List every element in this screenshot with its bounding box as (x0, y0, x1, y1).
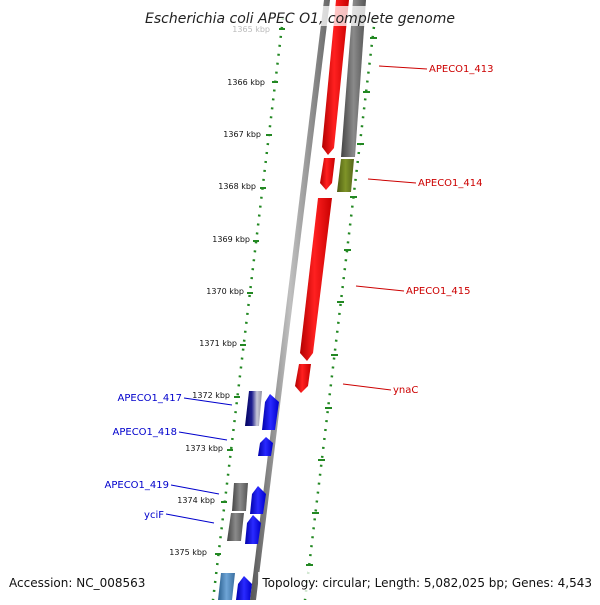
gene-label[interactable]: APECO1_417 (118, 393, 183, 404)
tick-label: 1369 kbp (212, 235, 250, 244)
gene-feature-blue-bottom[interactable] (236, 576, 252, 600)
gene-labels: APECO1_413 APECO1_414 APECO1_415 ynaC AP… (105, 64, 494, 521)
gene-label[interactable]: APECO1_418 (113, 427, 178, 438)
outer-tick-marks (306, 37, 377, 566)
topology-text: Topology: circular; Length: 5,082,025 bp… (261, 576, 592, 590)
tick-label: 1370 kbp (206, 287, 244, 296)
gene-feature-red-top[interactable] (322, 0, 349, 155)
tick-label: 1368 kbp (218, 182, 256, 191)
gene-feature-APECO1_417-a[interactable] (245, 391, 262, 426)
gene-feature-steel-bottom[interactable] (218, 573, 235, 600)
gene-feature-ynaC[interactable] (295, 364, 311, 393)
forward-strand-features (295, 0, 366, 393)
gene-label[interactable]: APECO1_413 (429, 64, 494, 75)
gene-feature-red-small[interactable] (320, 158, 335, 190)
gene-feature-grey-419[interactable] (232, 483, 248, 511)
tick-label: 1367 kbp (223, 130, 261, 139)
tick-label: 1371 kbp (199, 339, 237, 348)
gene-feature-APECO1_415[interactable] (300, 198, 332, 361)
gene-feature-yciF[interactable] (245, 515, 261, 544)
map-title: Escherichia coli APEC O1, complete genom… (145, 11, 455, 27)
title-backdrop (140, 6, 460, 26)
gene-feature-APECO1_418[interactable] (258, 437, 273, 456)
scale-ruler-line (211, 17, 285, 601)
gene-feature-APECO1_413[interactable] (341, 0, 366, 157)
scale-tick-labels: 1365 kbp 1366 kbp 1367 kbp 1368 kbp 1369… (169, 25, 270, 557)
footer-accession-backdrop (4, 572, 146, 592)
gene-label[interactable]: APECO1_415 (406, 286, 471, 297)
tick-label: 1372 kbp (192, 391, 230, 400)
label-leader-lines (165, 65, 428, 524)
tick-label: 1366 kbp (227, 78, 265, 87)
tick-label: 1374 kbp (177, 496, 215, 505)
gene-label[interactable]: APECO1_419 (105, 480, 170, 491)
gene-feature-APECO1_419[interactable] (250, 486, 266, 514)
gene-feature-APECO1_417[interactable] (262, 394, 279, 430)
gene-feature-APECO1_414[interactable] (337, 159, 354, 192)
tick-label: 1375 kbp (169, 548, 207, 557)
gene-feature-grey-yciF[interactable] (227, 513, 244, 541)
gene-label[interactable]: yciF (144, 510, 164, 521)
reverse-strand-features (218, 391, 279, 600)
accession-text: Accession: NC_008563 (9, 576, 145, 590)
gene-label[interactable]: ynaC (393, 385, 418, 396)
tick-label: 1365 kbp (232, 25, 270, 34)
gene-label[interactable]: APECO1_414 (418, 178, 483, 189)
scale-tick-marks (215, 28, 285, 555)
tick-label: 1373 kbp (185, 444, 223, 453)
footer-topology-backdrop (258, 572, 596, 592)
